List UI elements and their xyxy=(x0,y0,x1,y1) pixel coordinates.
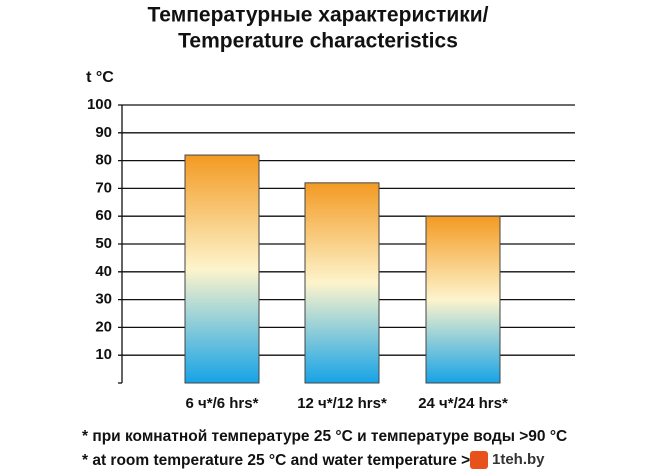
bar xyxy=(184,154,260,384)
chart-title: Температурные характеристики/ xyxy=(148,4,489,27)
y-tick-label: 60 xyxy=(95,207,112,224)
bar xyxy=(304,182,380,384)
y-tick-label: 100 xyxy=(87,96,112,113)
y-axis-label: t °C xyxy=(86,69,114,86)
footnote: * at room temperature 25 °C and water te… xyxy=(82,452,509,469)
y-tick-label: 70 xyxy=(95,179,112,196)
y-tick-label: 90 xyxy=(95,124,112,141)
watermark: 1teh.by xyxy=(492,451,545,468)
chart-title: Temperature characteristics xyxy=(178,30,458,53)
y-tick-label: 50 xyxy=(95,235,112,252)
x-tick-label: 6 ч*/6 hrs* xyxy=(186,395,259,412)
watermark-bg xyxy=(470,449,670,471)
x-tick-label: 24 ч*/24 hrs* xyxy=(418,395,508,412)
bar xyxy=(425,215,501,384)
y-tick-label: 20 xyxy=(95,318,112,335)
y-tick-label: 10 xyxy=(95,346,112,363)
y-tick-label: 40 xyxy=(95,263,112,280)
footnote: * при комнатной температуре 25 °C и темп… xyxy=(82,428,567,445)
x-tick-label: 12 ч*/12 hrs* xyxy=(297,395,387,412)
watermark-icon xyxy=(470,451,488,469)
y-tick-label: 80 xyxy=(95,152,112,169)
y-tick-label: 30 xyxy=(95,291,112,308)
